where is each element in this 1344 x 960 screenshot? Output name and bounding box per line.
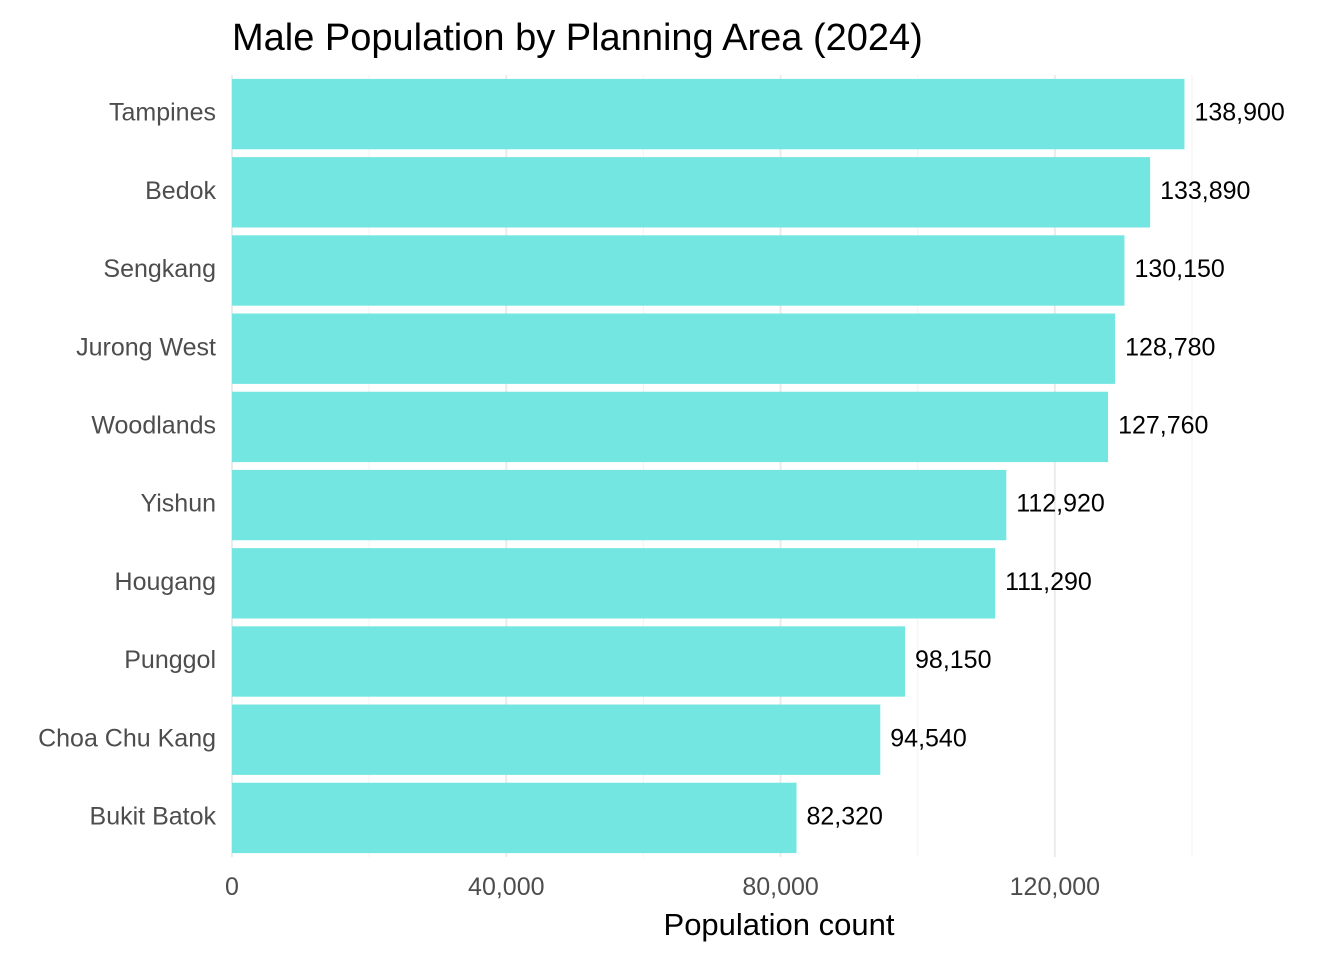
y-tick-label-9: Bukit Batok: [90, 803, 217, 831]
data-labels: 138,900 133,890 130,150 128,780 127,760 112,9…: [806, 99, 1284, 831]
bar-9: [232, 782, 797, 854]
bar-3: [232, 313, 1116, 384]
bar-5: [232, 469, 1007, 541]
data-label-4: 127,760: [1118, 412, 1208, 440]
y-tick-label-2: Sengkang: [103, 255, 216, 283]
bar-1: [232, 157, 1151, 228]
x-tick-label-1: 40,000: [468, 873, 544, 901]
bar-4: [232, 391, 1109, 463]
x-axis-title: Population count: [664, 907, 895, 942]
x-tick-label-0: 0: [225, 873, 239, 901]
y-tick-label-1: Bedok: [145, 177, 216, 205]
data-label-7: 98,150: [915, 646, 991, 674]
y-tick-label-3: Jurong West: [76, 333, 216, 361]
x-tick-label-3: 120,000: [1010, 873, 1100, 901]
data-label-1: 133,890: [1160, 177, 1250, 205]
y-tick-label-7: Punggol: [124, 646, 216, 674]
y-axis-tick-labels: Tampines Bedok Sengkang Jurong West Woodland…: [38, 99, 216, 831]
data-label-5: 112,920: [1016, 490, 1105, 518]
data-label-2: 130,150: [1134, 255, 1224, 283]
y-tick-label-5: Yishun: [140, 490, 216, 518]
chart-title: Male Population by Planning Area (2024): [232, 17, 923, 59]
bar-2: [232, 235, 1125, 306]
y-tick-label-6: Hougang: [115, 568, 216, 596]
data-label-0: 138,900: [1194, 99, 1284, 127]
bar-0: [232, 78, 1185, 150]
bar-8: [232, 704, 881, 775]
data-label-8: 94,540: [890, 724, 966, 752]
data-label-3: 128,780: [1125, 333, 1215, 361]
y-tick-label-4: Woodlands: [91, 412, 216, 440]
x-tick-label-2: 80,000: [742, 873, 818, 901]
data-label-6: 111,290: [1005, 568, 1092, 596]
bars: [232, 78, 1185, 854]
y-tick-label-0: Tampines: [109, 99, 216, 127]
bar-6: [232, 548, 996, 619]
bar-7: [232, 626, 906, 697]
x-axis-tick-labels: 0 40,000 80,000 120,000: [225, 873, 1100, 901]
data-label-9: 82,320: [806, 803, 882, 831]
y-tick-label-8: Choa Chu Kang: [38, 724, 216, 752]
